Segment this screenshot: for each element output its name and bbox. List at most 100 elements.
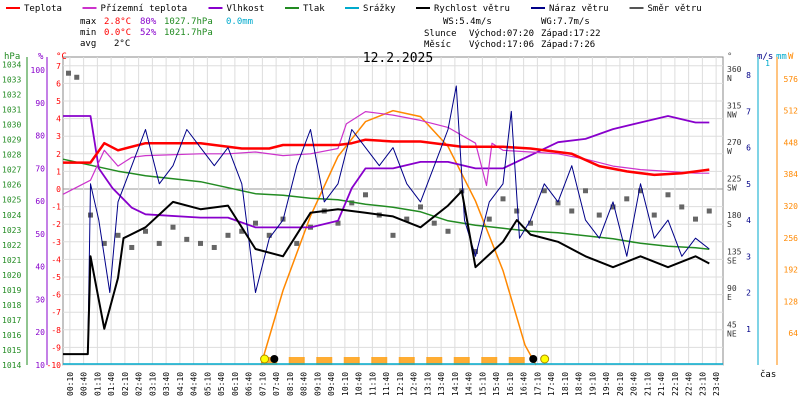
time-tick-label: 23:10 — [698, 372, 707, 396]
direction-point — [335, 220, 341, 226]
stat-sun-set: Západ:17:22 — [541, 29, 601, 39]
time-tick-label: 08:40 — [300, 372, 309, 396]
time-tick-label: 04:40 — [190, 372, 199, 396]
stat-min-press: 1021.7hPa — [164, 28, 213, 38]
direction-point — [610, 204, 616, 210]
series-solar-line — [260, 109, 537, 366]
time-tick-label: 20:40 — [630, 372, 639, 396]
legend-label: Teplota — [24, 4, 62, 14]
temperature-tick-label: 7 — [56, 62, 61, 71]
time-tick-label: 03:10 — [148, 372, 157, 396]
time-tick-label: 15:40 — [492, 372, 501, 396]
direction-point — [514, 208, 520, 214]
direction-point — [528, 220, 533, 226]
time-tick-label: 17:10 — [533, 372, 542, 396]
direction-point — [583, 188, 588, 194]
solar-tick-label: 576 — [784, 75, 799, 84]
axes: 1034103310321031103010291028102710261025… — [2, 57, 798, 396]
stat-min-label: min — [80, 28, 96, 38]
axis-unit-temperature: °C — [56, 52, 67, 62]
time-tick-label: 06:40 — [245, 372, 254, 396]
time-tick-label: 13:10 — [423, 372, 432, 396]
direction-point — [184, 236, 190, 242]
stat-max-hum: 80% — [140, 17, 157, 27]
direction-point — [706, 208, 712, 214]
direction-point — [473, 249, 478, 255]
pressure-tick-label: 1014 — [2, 361, 21, 370]
time-tick-label: 02:10 — [121, 372, 130, 396]
pressure-tick-label: 1032 — [2, 91, 21, 100]
series-temperature-line — [63, 138, 710, 177]
pressure-tick-label: 1033 — [2, 76, 21, 85]
solar-tick-label: 64 — [788, 329, 798, 338]
time-tick-label: 03:40 — [162, 372, 171, 396]
wind-tick-label: 5 — [746, 180, 751, 189]
direction-tick-value: 180 — [727, 211, 742, 220]
time-tick-label: 20:10 — [616, 372, 625, 396]
time-tick-label: 01:10 — [93, 372, 102, 396]
temperature-tick-label: -1 — [51, 203, 61, 212]
humidity-tick-label: 30 — [35, 295, 45, 304]
direction-point — [225, 232, 231, 238]
pressure-tick-label: 1026 — [2, 181, 21, 190]
pressure-tick-label: 1024 — [2, 211, 21, 220]
pressure-tick-label: 1020 — [2, 271, 21, 280]
stat-moon-label: Měsíc — [424, 40, 451, 50]
time-tick-label: 10:40 — [355, 372, 364, 396]
time-tick-label: 21:40 — [657, 372, 666, 396]
direction-point — [596, 212, 602, 218]
pressure-tick-label: 1028 — [2, 151, 21, 160]
direction-point — [211, 244, 217, 250]
pressure-tick-label: 1018 — [2, 301, 21, 310]
time-tick-label: 17:40 — [547, 372, 556, 396]
direction-point — [143, 228, 148, 234]
sunrise-icon — [260, 354, 270, 364]
time-tick-label: 09:40 — [327, 372, 336, 396]
time-tick-label: 13:40 — [437, 372, 446, 396]
direction-tick-name: NE — [727, 330, 737, 339]
humidity-tick-label: 60 — [35, 197, 45, 206]
axis-unit-rain: mm — [776, 52, 787, 62]
series-gust-line — [63, 85, 710, 355]
axis-unit-humidity: % — [38, 52, 44, 62]
stat-max-label: max — [80, 17, 97, 27]
chart-title: 12.2.2025 — [363, 51, 433, 66]
temperature-tick-label: 4 — [56, 115, 61, 124]
direction-tick-value: 315 — [727, 102, 742, 111]
series-humidity-line — [63, 115, 710, 229]
stats-panel: max 2.8°C 80% 1027.7hPa 0.0mm min 0.0°C … — [80, 17, 601, 50]
temperature-tick-label: -3 — [51, 238, 61, 247]
series-pressure-line — [62, 158, 710, 251]
sunset-icon — [540, 354, 550, 364]
direction-point — [555, 200, 561, 206]
direction-point — [294, 240, 300, 246]
stat-avg-temp: 2°C — [114, 39, 130, 49]
stat-wg: WG:7.7m/s — [541, 17, 590, 27]
time-tick-label: 05:40 — [217, 372, 226, 396]
direction-tick-value: 360 — [727, 65, 742, 74]
solar-tick-label: 512 — [784, 107, 799, 116]
time-tick-label: 04:10 — [176, 372, 185, 396]
direction-point — [239, 228, 245, 234]
axis-unit-pressure: hPa — [4, 52, 20, 62]
temperature-tick-label: -2 — [51, 220, 61, 229]
direction-point — [624, 196, 630, 202]
moonset-icon — [270, 355, 279, 363]
temperature-tick-label: 6 — [56, 79, 61, 88]
temperature-tick-label: -6 — [51, 291, 61, 300]
direction-point — [156, 240, 162, 246]
temperature-tick-label: 3 — [56, 132, 61, 141]
time-tick-label: 21:10 — [643, 372, 652, 396]
time-tick-label: 14:10 — [451, 372, 460, 396]
temperature-tick-label: -8 — [51, 326, 61, 335]
solar-tick-label: 384 — [784, 170, 799, 179]
solar-bar — [453, 357, 470, 365]
time-tick-label: 14:40 — [465, 372, 474, 396]
pressure-tick-label: 1022 — [2, 241, 21, 250]
time-tick-label: 09:10 — [313, 372, 322, 396]
stat-max-temp: 2.8°C — [104, 17, 131, 27]
legend-label: Rychlost větru — [434, 4, 510, 14]
direction-point — [253, 220, 258, 226]
stat-max-press: 1027.7hPa — [164, 17, 213, 27]
pressure-tick-label: 1030 — [2, 121, 21, 130]
